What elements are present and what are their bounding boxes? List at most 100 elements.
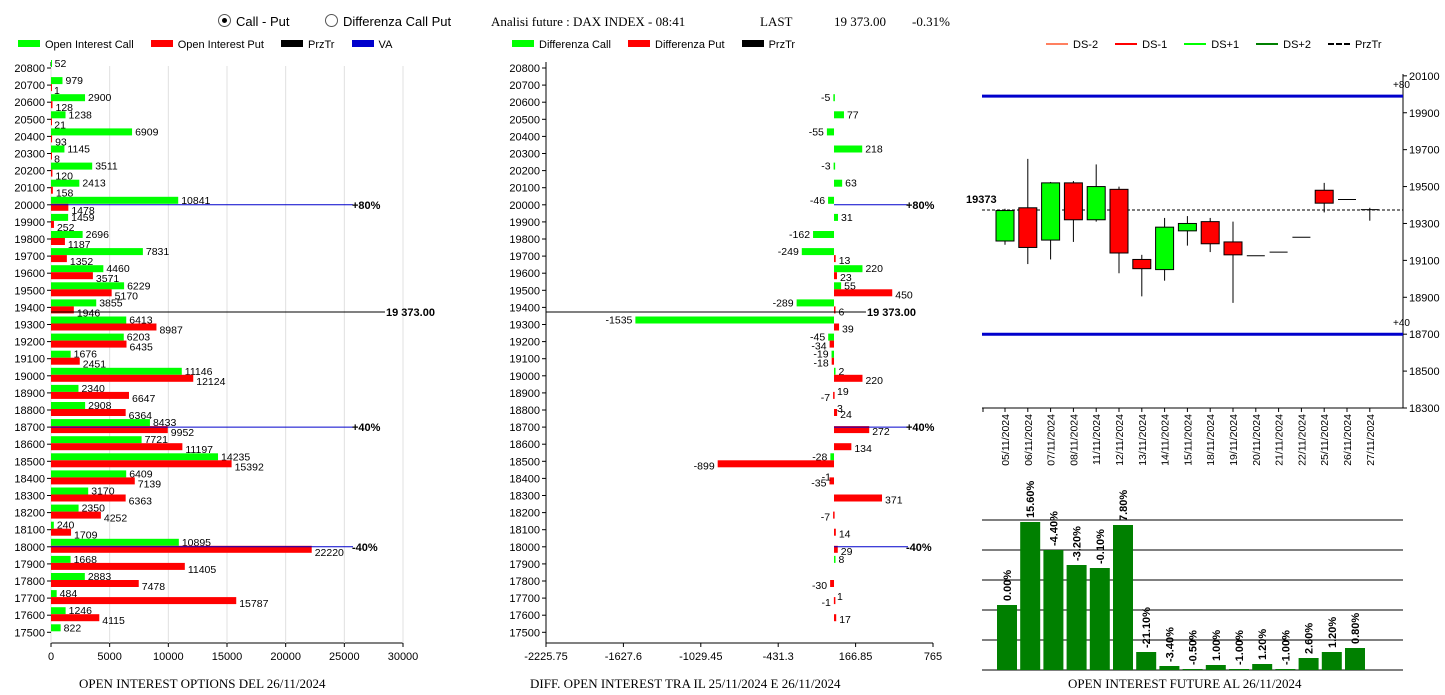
put-bar bbox=[51, 511, 101, 519]
put-bar bbox=[51, 580, 139, 587]
call-bar bbox=[51, 573, 85, 580]
radio-diff-label: Differenza Call Put bbox=[343, 14, 452, 29]
put-value-label: 1 bbox=[54, 85, 60, 97]
diff-call-bar bbox=[833, 162, 836, 170]
y-tick-label: 18900 bbox=[509, 388, 540, 400]
put-bar bbox=[51, 152, 52, 160]
call-bar bbox=[51, 94, 86, 102]
diff-put-bar bbox=[834, 443, 852, 451]
legend-item: DS+2 bbox=[1256, 39, 1311, 51]
call-value-label: 3511 bbox=[95, 161, 118, 173]
y-tick-label: 19100 bbox=[509, 354, 540, 366]
put-value-label: 1187 bbox=[68, 239, 91, 251]
future-bar-label: -3.40% bbox=[1164, 627, 1176, 662]
diff-put-label: 134 bbox=[854, 443, 872, 455]
put-value-label: 1478 bbox=[71, 205, 95, 217]
candle-body bbox=[1041, 182, 1061, 241]
x-tick-label: 11/11/2024 bbox=[1091, 414, 1103, 465]
y-tick-label: 19200 bbox=[509, 337, 540, 349]
diff-call-bar bbox=[834, 555, 836, 563]
put-bar bbox=[51, 340, 127, 348]
diff-put-bar bbox=[834, 323, 840, 331]
radio-unselected-icon[interactable] bbox=[325, 14, 338, 27]
y-tick-label: 20000 bbox=[14, 200, 45, 212]
legend-item: Differenza Put bbox=[628, 39, 725, 51]
diff-call-bar bbox=[833, 94, 835, 102]
diff-call-bar bbox=[834, 213, 839, 221]
future-bar-label: 15.60% bbox=[1025, 480, 1037, 518]
diff-put-label: 14 bbox=[839, 529, 851, 541]
y-tick-label: 19700 bbox=[1409, 145, 1440, 157]
legend-swatch bbox=[628, 40, 651, 47]
legend-label: Differenza Call bbox=[539, 39, 611, 51]
candle-body bbox=[1314, 189, 1334, 204]
put-value-label: 4252 bbox=[104, 513, 128, 525]
put-bar bbox=[51, 272, 93, 280]
diff-extra-label: 1 bbox=[837, 591, 843, 603]
price-label: 19373 bbox=[966, 194, 997, 206]
call-value-label: 1145 bbox=[67, 144, 90, 156]
diff-put-bar bbox=[834, 289, 893, 297]
y-tick-label: 18000 bbox=[14, 542, 45, 554]
put-value-label: 5170 bbox=[115, 290, 139, 302]
diff-call-bar bbox=[796, 299, 835, 307]
diff-call-label: -45 bbox=[810, 332, 825, 344]
y-tick-label: 17900 bbox=[14, 559, 45, 571]
candle-body bbox=[1109, 188, 1129, 254]
y-tick-label: 18300 bbox=[1409, 403, 1440, 415]
put-bar bbox=[51, 443, 183, 451]
call-bar bbox=[51, 248, 143, 256]
call-bar bbox=[51, 111, 66, 119]
diff-put-bar bbox=[834, 426, 870, 434]
diff-put-label: -1 bbox=[822, 597, 831, 609]
put-value-label: 6363 bbox=[129, 496, 153, 508]
y-tick-label: 17900 bbox=[509, 559, 540, 571]
va-label: +80% bbox=[906, 200, 935, 212]
price-label: 19 373.00 bbox=[867, 307, 916, 319]
legend-item: PrzTr bbox=[281, 39, 334, 51]
diff-call-bar bbox=[830, 453, 835, 461]
diff-put-bar bbox=[830, 580, 835, 587]
call-bar bbox=[51, 213, 69, 221]
future-bar bbox=[1345, 648, 1365, 670]
x-tick-label: 18/11/2024 bbox=[1205, 414, 1217, 466]
x-tick-label: 21/11/2024 bbox=[1274, 414, 1286, 466]
radio-diff[interactable]: Differenza Call Put bbox=[325, 14, 451, 29]
x-tick-label: 19/11/2024 bbox=[1228, 414, 1240, 466]
legend-label: Open Interest Put bbox=[177, 39, 264, 51]
put-bar bbox=[51, 306, 74, 314]
diff-put-label: -34 bbox=[811, 341, 826, 353]
future-bar bbox=[1159, 666, 1180, 670]
put-value-label: 9952 bbox=[171, 427, 195, 439]
legend-item: Differenza Call bbox=[512, 39, 611, 51]
caption-mid: DIFF. OPEN INTEREST TRA IL 25/11/2024 E … bbox=[530, 676, 841, 691]
put-value-label: 1946 bbox=[77, 307, 101, 319]
radio-call-put[interactable]: Call - Put bbox=[218, 14, 289, 29]
y-tick-label: 19500 bbox=[509, 285, 540, 297]
y-tick-label: 17800 bbox=[14, 576, 45, 588]
diff-call-label: 55 bbox=[844, 280, 856, 292]
y-tick-label: 19400 bbox=[14, 302, 45, 314]
va-label: +40% bbox=[352, 422, 381, 434]
y-tick-label: 18700 bbox=[1409, 329, 1440, 341]
x-tick-label: 10000 bbox=[153, 651, 184, 663]
diff-call-bar bbox=[828, 333, 835, 341]
call-value-label: 6229 bbox=[127, 280, 151, 292]
radio-selected-icon[interactable] bbox=[218, 14, 231, 27]
diff-call-bar bbox=[834, 179, 843, 187]
y-tick-label: 18300 bbox=[509, 491, 540, 503]
put-value-label: 6364 bbox=[129, 410, 153, 422]
y-tick-label: 19900 bbox=[1409, 108, 1440, 120]
y-tick-label: 17700 bbox=[14, 593, 45, 605]
future-bar-label: -21.10% bbox=[1141, 607, 1153, 648]
diff-call-bar bbox=[831, 350, 835, 358]
future-bar-label: -1.00% bbox=[1280, 630, 1292, 665]
band-label: +80 bbox=[1393, 80, 1410, 91]
y-tick-label: 20100 bbox=[1409, 71, 1440, 83]
future-bar bbox=[1275, 669, 1296, 670]
diff-put-bar bbox=[834, 374, 863, 382]
call-bar bbox=[51, 231, 83, 238]
candle-body bbox=[1086, 186, 1106, 221]
y-tick-label: 20500 bbox=[509, 114, 540, 126]
